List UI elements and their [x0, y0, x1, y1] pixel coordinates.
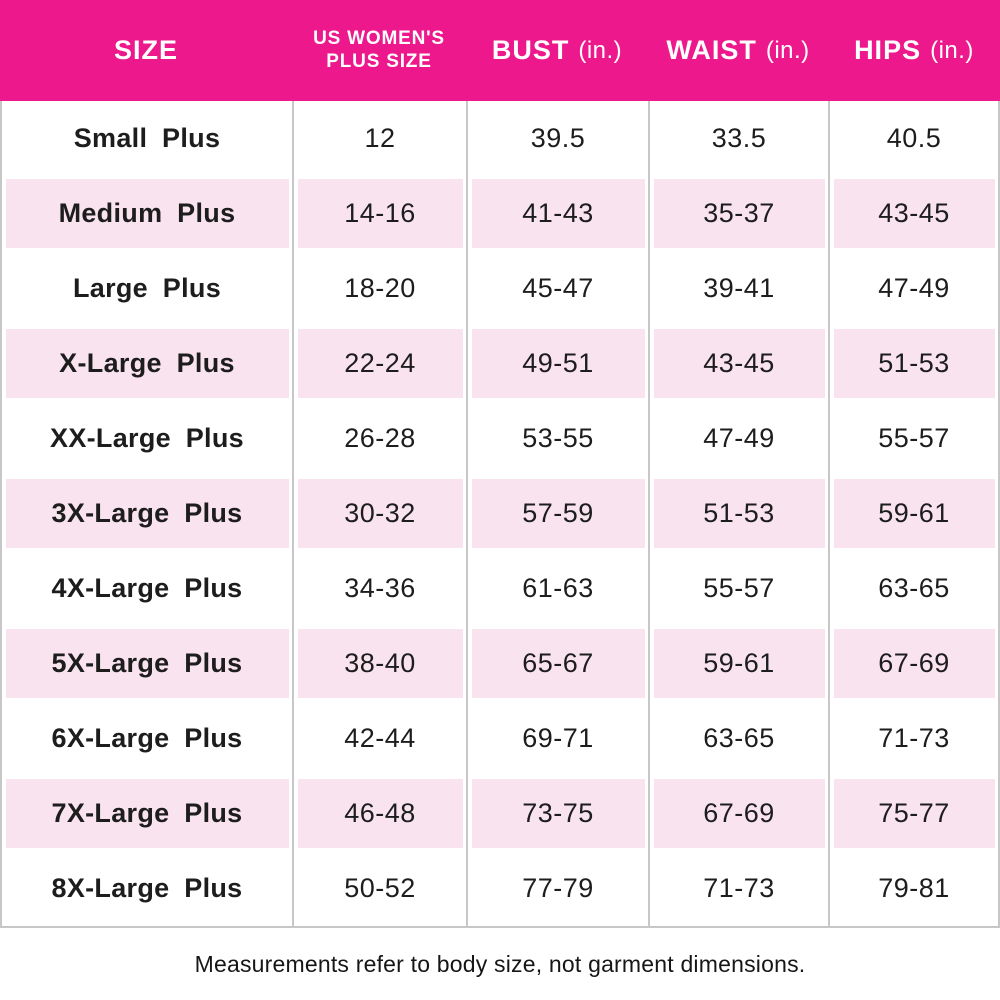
- waist-cell: 35-37: [648, 176, 828, 251]
- plus-size-cell: 18-20: [292, 251, 466, 326]
- waist-cell: 39-41: [648, 251, 828, 326]
- size-cell: Small Plus: [73, 123, 221, 153]
- table-row: 5X-Large Plus 38-40 65-67 59-61 67-69: [2, 626, 998, 701]
- plus-size-cell: 22-24: [292, 326, 466, 401]
- header-unit-waist: (in.): [765, 36, 810, 64]
- header-cell-bust: BUST (in.): [466, 0, 648, 101]
- hips-cell: 59-61: [828, 476, 998, 551]
- table-row: Large Plus 18-20 45-47 39-41 47-49: [2, 251, 998, 326]
- bust-cell: 69-71: [466, 701, 648, 776]
- waist-cell: 55-57: [648, 551, 828, 626]
- hips-cell: 67-69: [828, 626, 998, 701]
- hips-cell: 55-57: [828, 401, 998, 476]
- hips-cell: 71-73: [828, 701, 998, 776]
- plus-size-cell: 42-44: [292, 701, 466, 776]
- bust-cell: 57-59: [466, 476, 648, 551]
- plus-size-cell: 38-40: [292, 626, 466, 701]
- size-cell: X-Large Plus: [2, 326, 292, 401]
- bust-cell: 77-79: [466, 851, 648, 926]
- size-cell: 4X-Large Plus: [51, 573, 243, 603]
- size-cell: XX-Large Plus: [50, 423, 244, 453]
- bust-cell: 61-63: [466, 551, 648, 626]
- bust-cell: 73-75: [466, 776, 648, 851]
- table-row: Small Plus 12 39.5 33.5 40.5: [2, 101, 998, 176]
- size-chart-header-row: SIZE US WOMEN'S PLUS SIZE BUST (in.) WAIS…: [0, 0, 1000, 101]
- table-row: 7X-Large Plus 46-48 73-75 67-69 75-77: [2, 776, 998, 851]
- hips-cell: 47-49: [828, 251, 998, 326]
- size-cell: Large Plus: [72, 273, 222, 303]
- table-row: Medium Plus 14-16 41-43 35-37 43-45: [2, 176, 998, 251]
- hips-cell: 43-45: [828, 176, 998, 251]
- waist-cell: 51-53: [648, 476, 828, 551]
- waist-cell: 47-49: [648, 401, 828, 476]
- plus-size-cell: 50-52: [292, 851, 466, 926]
- waist-cell: 71-73: [648, 851, 828, 926]
- plus-size-cell: 46-48: [292, 776, 466, 851]
- size-cell: 3X-Large Plus: [2, 476, 292, 551]
- hips-cell: 51-53: [828, 326, 998, 401]
- waist-cell: 63-65: [648, 701, 828, 776]
- waist-cell: 59-61: [648, 626, 828, 701]
- size-cell: Medium Plus: [2, 176, 292, 251]
- bust-cell: 49-51: [466, 326, 648, 401]
- footnote: Measurements refer to body size, not gar…: [194, 950, 806, 977]
- hips-cell: 40.5: [828, 101, 998, 176]
- table-row: 4X-Large Plus 34-36 61-63 55-57 63-65: [2, 551, 998, 626]
- waist-cell: 43-45: [648, 326, 828, 401]
- size-cell: 5X-Large Plus: [2, 626, 292, 701]
- hips-cell: 75-77: [828, 776, 998, 851]
- table-row: 6X-Large Plus 42-44 69-71 63-65 71-73: [2, 701, 998, 776]
- table-row: 3X-Large Plus 30-32 57-59 51-53 59-61: [2, 476, 998, 551]
- bust-cell: 39.5: [466, 101, 648, 176]
- bust-cell: 41-43: [466, 176, 648, 251]
- table-row: XX-Large Plus 26-28 53-55 47-49 55-57: [2, 401, 998, 476]
- size-cell: 6X-Large Plus: [51, 723, 243, 753]
- size-chart-body: Small Plus 12 39.5 33.5 40.5 Medium Plus 14-16…: [0, 101, 1000, 928]
- header-label-waist: WAIST: [666, 35, 757, 65]
- header-cell-waist: WAIST (in.): [648, 0, 828, 101]
- table-row: 8X-Large Plus 50-52 77-79 71-73 79-81: [2, 851, 998, 926]
- bust-cell: 45-47: [466, 251, 648, 326]
- plus-size-cell: 30-32: [292, 476, 466, 551]
- header-cell-size: SIZE: [0, 0, 292, 101]
- header-unit-hips: (in.): [930, 36, 974, 64]
- bust-cell: 65-67: [466, 626, 648, 701]
- plus-size-cell: 12: [292, 101, 466, 176]
- plus-size-cell: 34-36: [292, 551, 466, 626]
- size-cell: 7X-Large Plus: [2, 776, 292, 851]
- table-row: X-Large Plus 22-24 49-51 43-45 51-53: [2, 326, 998, 401]
- bust-cell: 53-55: [466, 401, 648, 476]
- header-label-bust: BUST: [491, 35, 570, 65]
- header-unit-bust: (in.): [578, 36, 623, 64]
- hips-cell: 79-81: [828, 851, 998, 926]
- hips-cell: 63-65: [828, 551, 998, 626]
- waist-cell: 33.5: [648, 101, 828, 176]
- header-label-plus-size: US WOMEN'S PLUS SIZE: [313, 27, 445, 72]
- header-cell-hips: HIPS (in.): [828, 0, 1000, 101]
- header-label-hips: HIPS: [854, 35, 922, 65]
- header-label-size: SIZE: [113, 35, 178, 65]
- header-cell-plus-size: US WOMEN'S PLUS SIZE: [292, 0, 466, 101]
- size-cell: 8X-Large Plus: [51, 873, 243, 903]
- waist-cell: 67-69: [648, 776, 828, 851]
- plus-size-cell: 26-28: [292, 401, 466, 476]
- plus-size-cell: 14-16: [292, 176, 466, 251]
